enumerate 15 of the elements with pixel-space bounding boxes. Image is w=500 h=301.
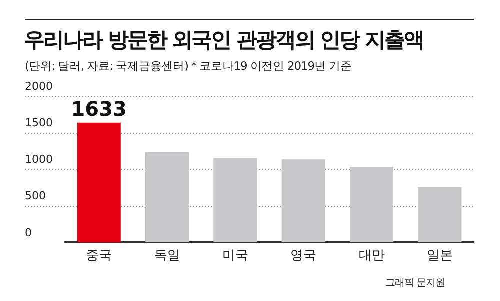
y-tick-label: 1000	[25, 153, 53, 166]
x-tick-label: 영국	[290, 248, 317, 264]
chart-title: 우리나라 방문한 외국인 관광객의 인당 지출액	[24, 27, 424, 54]
y-tick-label: 2000	[25, 80, 53, 93]
text: 그래픽 문지원	[385, 277, 445, 290]
x-tick-label: 대만	[358, 248, 385, 264]
y-tick-label: 0	[25, 226, 32, 240]
x-tick-label: 독일	[154, 248, 180, 264]
y-tick-label: 1500	[25, 116, 53, 130]
x-tick-label: 중국	[86, 248, 112, 264]
chart-subtitle: (단위: 달러, 자료: 국제금융센터) * 코로나19 이전인 2019년 기준	[25, 59, 352, 74]
x-tick-label: 미국	[222, 248, 248, 264]
data-label: 1633	[71, 97, 127, 122]
y-tick-label: 500	[25, 190, 46, 203]
x-tick-label: 일본	[426, 248, 453, 264]
